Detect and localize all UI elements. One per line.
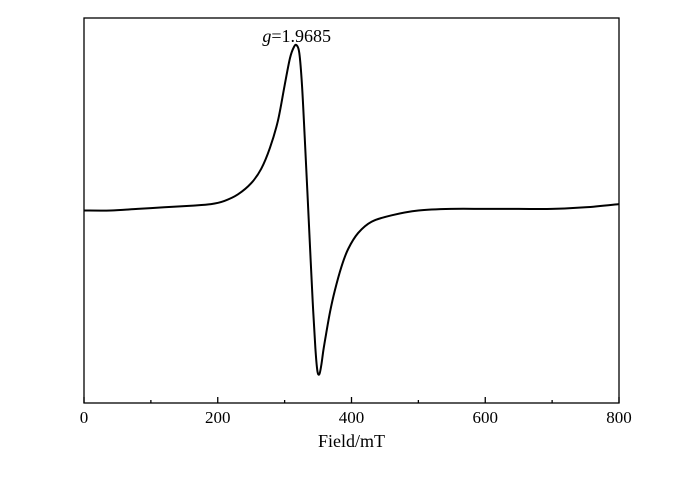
x-tick-label: 800: [606, 408, 632, 427]
g-factor-annotation: g=1.9685: [262, 26, 331, 46]
x-tick-label: 0: [80, 408, 89, 427]
x-axis-title: Field/mT: [318, 431, 385, 451]
x-tick-label: 200: [205, 408, 231, 427]
x-axis-ticks: [83, 397, 620, 403]
g-factor-value: =1.9685: [271, 26, 331, 46]
plot-frame: [83, 17, 620, 404]
x-tick-label: 600: [473, 408, 499, 427]
x-tick-label: 400: [339, 408, 365, 427]
series-line: [83, 43, 620, 376]
x-axis-tick-labels: 0 200 400 600 800: [80, 408, 632, 427]
plot-area: [83, 17, 620, 404]
g-factor-symbol: g: [262, 26, 271, 46]
